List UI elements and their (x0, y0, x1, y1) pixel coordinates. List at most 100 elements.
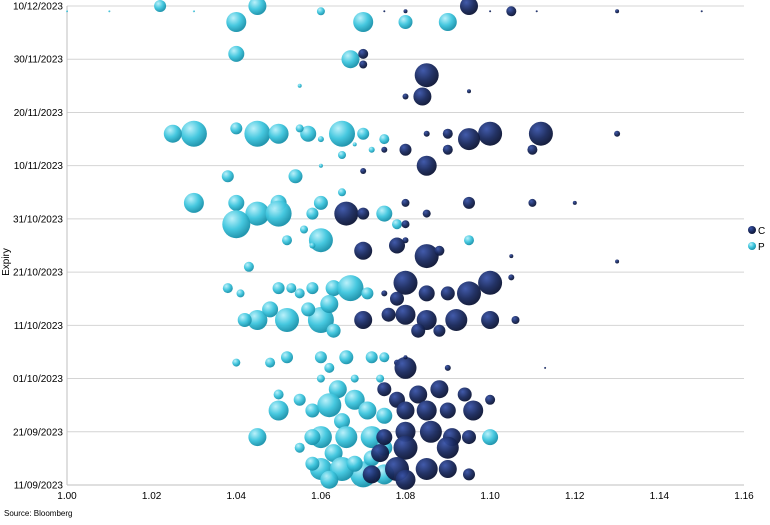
bubble-c (358, 48, 369, 59)
bubble-c (381, 146, 388, 153)
bubble-p (222, 283, 233, 294)
y-tick-label: 11/09/2023 (14, 481, 64, 492)
bubble-c (362, 465, 381, 484)
bubble-c (457, 387, 472, 402)
y-tick-label: 21/09/2023 (13, 427, 63, 438)
bubble-p (154, 0, 167, 12)
bubble-p (243, 261, 254, 272)
bubble-c (396, 401, 415, 420)
bubble-p (273, 389, 284, 400)
bubble-c (418, 285, 435, 302)
y-tick-label: 11/10/2023 (14, 321, 64, 332)
bubble-p (305, 456, 320, 471)
bubble-p (379, 352, 390, 363)
bubble-p (357, 127, 370, 140)
bubble-c (478, 121, 503, 146)
bubble-c (395, 469, 416, 490)
bubble-c (572, 200, 577, 205)
source-note: Source: Bloomberg (4, 509, 72, 518)
bubble-p (360, 426, 383, 449)
bubble-p (324, 444, 343, 463)
bubble-c (434, 245, 445, 256)
bubble-p (365, 351, 378, 364)
bubble-c (511, 316, 520, 324)
bubble-c (615, 259, 620, 264)
bubble-p (222, 210, 251, 239)
bubble-c (415, 458, 438, 480)
bubble-p (376, 205, 393, 222)
bubble-p (316, 7, 325, 16)
bubble-c (376, 429, 393, 446)
bubble-p (228, 45, 245, 62)
bubble-p (108, 10, 111, 13)
bubble-p (392, 219, 402, 230)
bubble-p (352, 142, 357, 147)
bubble-c (383, 10, 386, 13)
bubble-c (377, 382, 392, 397)
legend-marker-c (748, 226, 756, 234)
bubble-c (402, 93, 409, 100)
bubble-c (439, 402, 456, 419)
bubble-c (544, 366, 547, 369)
bubble-c (700, 10, 703, 13)
bubble-c (527, 144, 538, 155)
bubble-c (442, 128, 453, 139)
y-tick-label: 20/11/2023 (14, 108, 64, 119)
bubble-p (180, 120, 207, 147)
legend-label-c: C (758, 226, 765, 237)
bubble-p (438, 13, 457, 31)
bubble-c (401, 220, 410, 229)
bubble-p (272, 282, 285, 295)
bubble-p (268, 400, 289, 421)
bubble-p (301, 302, 316, 317)
legend: C P (748, 226, 765, 253)
bubble-c (460, 0, 478, 15)
bubble-c (360, 168, 367, 174)
bubble-p (326, 323, 341, 338)
bubble-c (354, 241, 373, 260)
bubble-c (436, 436, 459, 459)
bubble-p (335, 426, 358, 449)
bubble-p (318, 163, 323, 168)
bubble-c (462, 430, 476, 445)
bubble-p (320, 295, 339, 313)
x-tick-label: 1.04 (227, 491, 247, 502)
bubble-c (402, 237, 409, 244)
bubble-c (401, 198, 410, 207)
y-tick-label: 10/11/2023 (14, 161, 64, 172)
bubble-p (237, 313, 252, 327)
bubble-p (305, 403, 320, 418)
bubble-c (409, 385, 428, 404)
bubble-p (300, 125, 317, 142)
bubble-p (230, 122, 243, 135)
bubble-c (357, 207, 370, 220)
y-axis-title: Expiry (1, 248, 12, 276)
bubble-c (614, 130, 621, 137)
bubble-c (422, 209, 431, 218)
bubble-p (236, 289, 245, 298)
bubble-p (324, 362, 335, 373)
bubble-c (463, 196, 475, 209)
legend-marker-p (748, 242, 756, 250)
bubble-p (221, 170, 234, 183)
bubble-c (467, 89, 471, 94)
bubble-c (463, 400, 484, 421)
bubble-p (325, 280, 342, 297)
bubble-p (66, 10, 68, 13)
bubble-c (403, 355, 408, 360)
bubble-p (317, 393, 342, 418)
bubble-p (338, 151, 346, 159)
bubble-p (338, 188, 346, 197)
bubble-p (248, 428, 267, 447)
bubble-c (528, 198, 537, 207)
x-tick-label: 1.12 (565, 491, 585, 502)
bubble-c (485, 394, 496, 405)
bubble-p (309, 242, 316, 249)
bubble-c (433, 324, 446, 337)
bubble-p (353, 12, 374, 32)
bubble-c (389, 237, 405, 254)
bubble-c (506, 6, 517, 17)
legend-label-p: P (758, 242, 765, 253)
bubble-p (376, 374, 385, 383)
